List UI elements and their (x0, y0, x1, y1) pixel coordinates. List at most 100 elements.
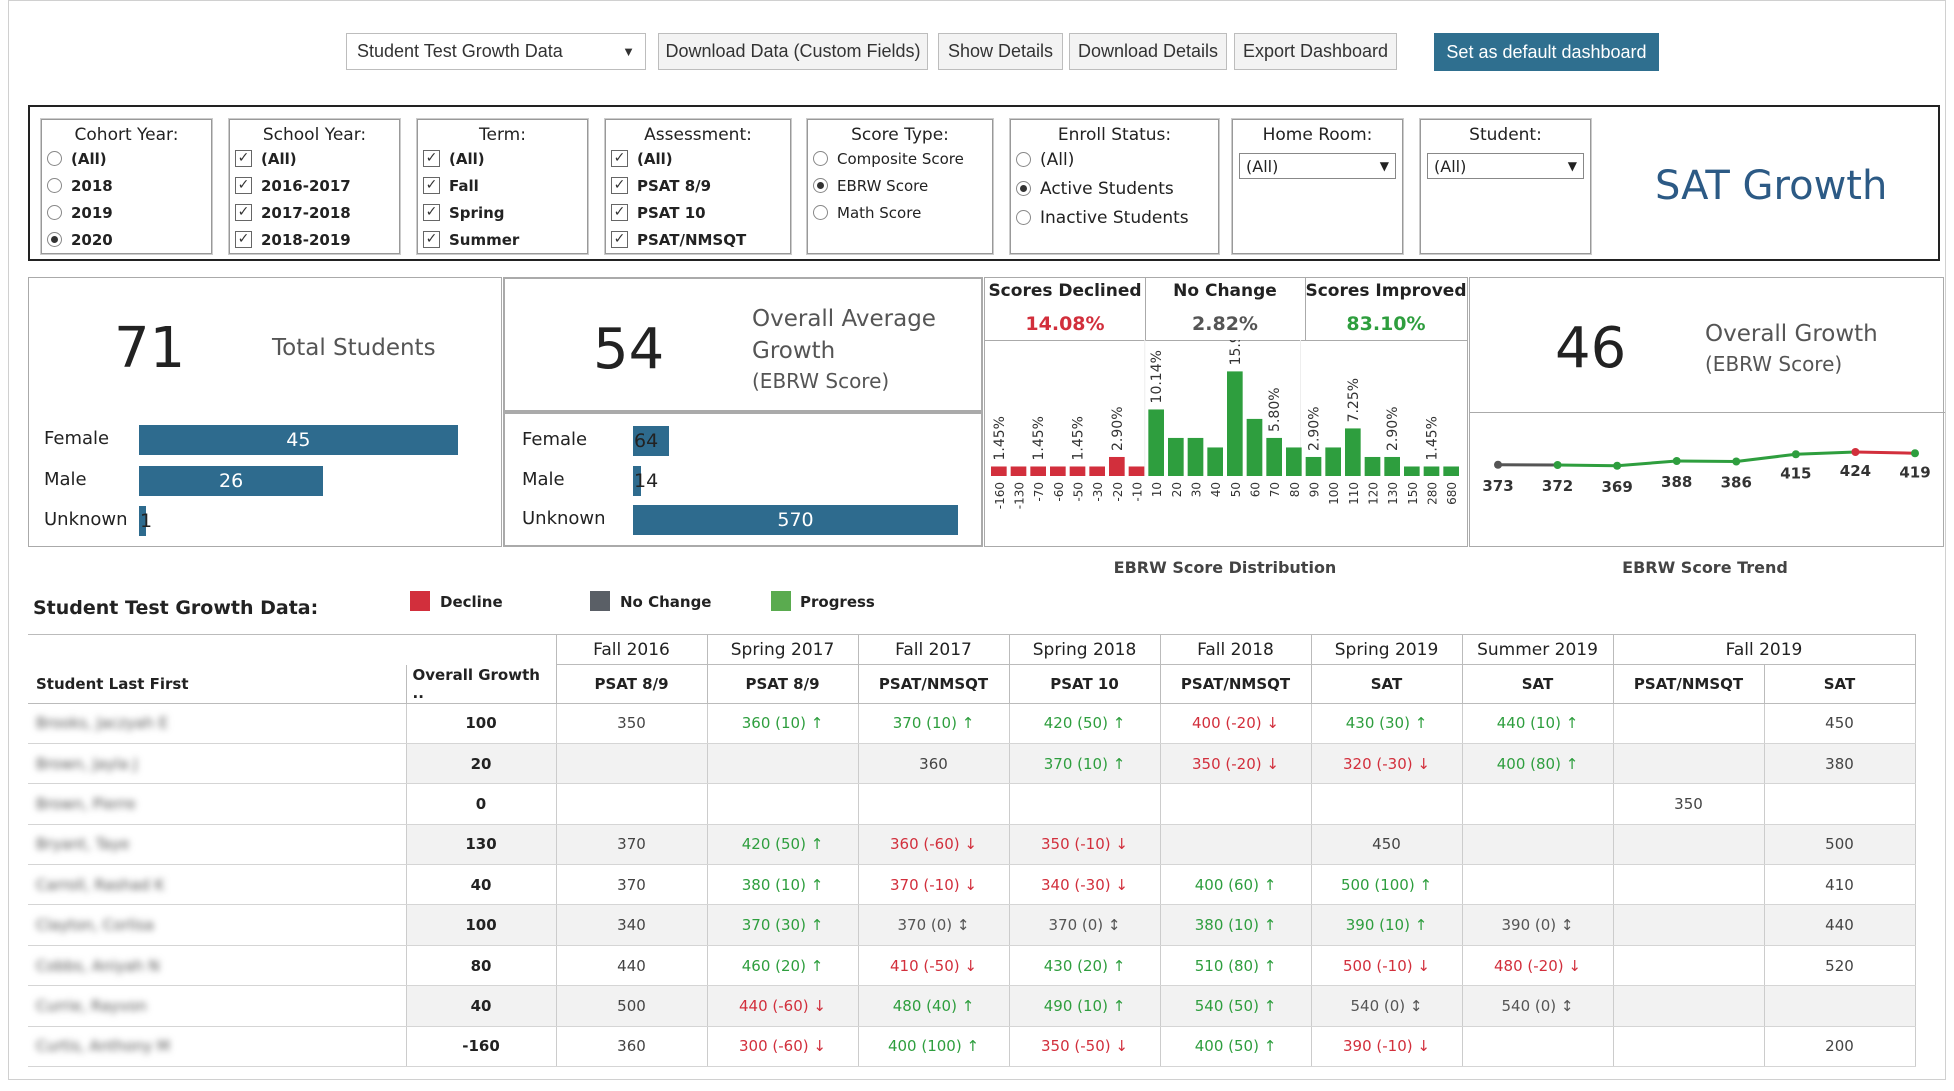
trend-point[interactable] (1851, 448, 1860, 456)
score-type-option-composite[interactable]: Composite Score (808, 145, 992, 172)
assessment-option-psatnmsqt[interactable]: ✓ PSAT/NMSQT (606, 226, 790, 253)
distribution-tick-label: 680 (1445, 482, 1459, 505)
school-year-option-2018[interactable]: ✓ 2018-2019 (230, 226, 399, 253)
distribution-bar[interactable] (1109, 456, 1125, 476)
distribution-bar[interactable] (1128, 466, 1145, 476)
total-students-bar-female[interactable]: 45 (139, 425, 458, 455)
term-option-summer[interactable]: ✓ Summer (418, 226, 587, 253)
distribution-bar[interactable] (1168, 437, 1184, 476)
total-students-bar-male[interactable]: 26 (139, 466, 324, 496)
legend-decline-swatch (410, 591, 430, 611)
assessment-option-all[interactable]: ✓ (All) (606, 145, 790, 172)
trend-point[interactable] (1791, 450, 1800, 459)
table-row[interactable]: Brooks, Jaczyah E 100 350 360 (10) ↑ 370 (10… (28, 703, 1916, 744)
distribution-bar[interactable] (1030, 466, 1046, 476)
distribution-bar[interactable] (1423, 466, 1440, 476)
student-name-cell[interactable]: Brown, Jayla J (28, 743, 407, 785)
home-room-dropdown[interactable]: (All) ▼ (1239, 153, 1396, 179)
total-students-bar-unknown[interactable]: 1 (139, 506, 152, 536)
distribution-bar[interactable] (1010, 466, 1027, 476)
distribution-bar[interactable] (1246, 418, 1263, 476)
school-year-option-all[interactable]: ✓ (All) (230, 145, 399, 172)
distribution-bar[interactable] (1404, 466, 1420, 476)
table-row[interactable]: Brown, Jayla J 20 360 370 (10) ↑ 350 (-20) ↓… (28, 743, 1916, 785)
table-row[interactable]: Bryant, Taye 130 370 420 (50) ↑ 360 (-60) ↓ 3… (28, 824, 1916, 866)
distribution-bar[interactable] (1345, 428, 1361, 476)
table-row[interactable]: Carroll, Rashad K 40 370 380 (10) ↑ 370 (-10… (28, 864, 1916, 906)
distribution-bar[interactable] (1266, 437, 1282, 476)
set-default-dashboard-button[interactable]: Set as default dashboard (1434, 33, 1659, 71)
score-type-option-math[interactable]: Math Score (808, 199, 992, 226)
table-row[interactable]: Curtis, Anthony M -160 360 300 (-60) ↓ 400 (… (28, 1026, 1916, 1068)
distribution-bar[interactable] (1069, 466, 1086, 476)
trend-point[interactable] (1613, 461, 1622, 470)
download-custom-fields-button[interactable]: Download Data (Custom Fields) (658, 33, 928, 70)
distribution-bar[interactable] (1050, 466, 1066, 476)
enroll-option-inactive[interactable]: Inactive Students (1011, 203, 1218, 232)
score-cell: 300 (-60) ↓ (707, 1026, 859, 1068)
view-select[interactable]: Student Test Growth Data ▼ (346, 33, 646, 70)
option-label: EBRW Score (837, 176, 929, 195)
student-name-cell[interactable]: Brooks, Jaczyah E (28, 703, 407, 744)
score-cell: 420 (50) ↑ (707, 824, 859, 866)
distribution-bar[interactable] (1443, 466, 1459, 476)
avg-growth-bar-male[interactable]: 14 (633, 466, 658, 496)
student-name-cell[interactable]: Curtis, Anthony M (28, 1026, 407, 1068)
school-year-option-2016[interactable]: ✓ 2016-2017 (230, 172, 399, 199)
radio-selected-icon (1016, 181, 1031, 196)
cohort-option-2020[interactable]: 2020 (42, 226, 211, 253)
student-name-cell[interactable]: Brown, Pierre (28, 783, 407, 825)
distribution-bar[interactable] (1148, 409, 1164, 476)
col-student-name[interactable]: Student Last First (28, 664, 407, 704)
avg-growth-bar-unknown[interactable]: 570 (633, 505, 958, 535)
cohort-option-2019[interactable]: 2019 (42, 199, 211, 226)
assessment-option-psat89[interactable]: ✓ PSAT 8/9 (606, 172, 790, 199)
distribution-bar[interactable] (1305, 456, 1322, 476)
student-name-cell[interactable]: Cobbs, Aniyah N (28, 945, 407, 987)
student-name-cell[interactable]: Currie, Rayvon (28, 985, 407, 1027)
trend-point[interactable] (1911, 449, 1919, 458)
download-details-button[interactable]: Download Details (1069, 33, 1227, 70)
distribution-bar[interactable] (1227, 371, 1243, 476)
table-row[interactable]: Clayton, Corlisa 100 340 370 (30) ↑ 370 (0) … (28, 904, 1916, 946)
term-option-all[interactable]: ✓ (All) (418, 145, 587, 172)
avg-growth-bar-female[interactable]: 64 (633, 426, 670, 456)
table-row[interactable]: Currie, Rayvon 40 500 440 (-60) ↓ 480 (40) ↑… (28, 985, 1916, 1027)
trend-point[interactable] (1494, 460, 1502, 469)
distribution-bar[interactable] (1384, 456, 1400, 476)
cohort-option-all[interactable]: (All) (42, 145, 211, 172)
distribution-bar[interactable] (1364, 456, 1381, 476)
trend-point[interactable] (1732, 457, 1741, 466)
student-name-cell[interactable]: Carroll, Rashad K (28, 864, 407, 906)
student-dropdown[interactable]: (All) ▼ (1427, 153, 1584, 179)
enroll-option-all[interactable]: (All) (1011, 145, 1218, 174)
distribution-bar[interactable] (991, 466, 1007, 476)
distribution-bar[interactable] (1325, 447, 1341, 476)
score-value: 370 (617, 875, 646, 894)
filter-title: Enroll Status: (1057, 125, 1172, 145)
distribution-bar[interactable] (1187, 437, 1204, 476)
trend-point[interactable] (1553, 461, 1562, 469)
kpi-nochange-label: No Change (1173, 281, 1277, 301)
student-name-cell[interactable]: Clayton, Corlisa (28, 904, 407, 946)
trend-point[interactable] (1672, 457, 1681, 465)
table-row[interactable]: Brown, Pierre 0 350 (28, 783, 1916, 825)
export-dashboard-button[interactable]: Export Dashboard (1234, 33, 1397, 70)
show-details-button[interactable]: Show Details (938, 33, 1063, 70)
school-year-option-2017[interactable]: ✓ 2017-2018 (230, 199, 399, 226)
assessment-option-psat10[interactable]: ✓ PSAT 10 (606, 199, 790, 226)
score-cell: 410 (-50) ↓ (858, 945, 1010, 987)
distribution-bar[interactable] (1286, 447, 1302, 476)
cohort-option-2018[interactable]: 2018 (42, 172, 211, 199)
distribution-bar[interactable] (1089, 466, 1105, 476)
enroll-option-active[interactable]: Active Students (1011, 174, 1218, 203)
period-header: Fall 2017 (857, 634, 1010, 665)
distribution-bar[interactable] (1207, 447, 1223, 476)
col-overall-growth[interactable]: Overall Growth .. (405, 664, 557, 704)
bar-value-label: 14 (634, 470, 659, 492)
table-row[interactable]: Cobbs, Aniyah N 80 440 460 (20) ↑ 410 (-50) … (28, 945, 1916, 987)
term-option-fall[interactable]: ✓ Fall (418, 172, 587, 199)
student-name-cell[interactable]: Bryant, Taye (28, 824, 407, 866)
term-option-spring[interactable]: ✓ Spring (418, 199, 587, 226)
score-type-option-ebrw[interactable]: EBRW Score (808, 172, 992, 199)
